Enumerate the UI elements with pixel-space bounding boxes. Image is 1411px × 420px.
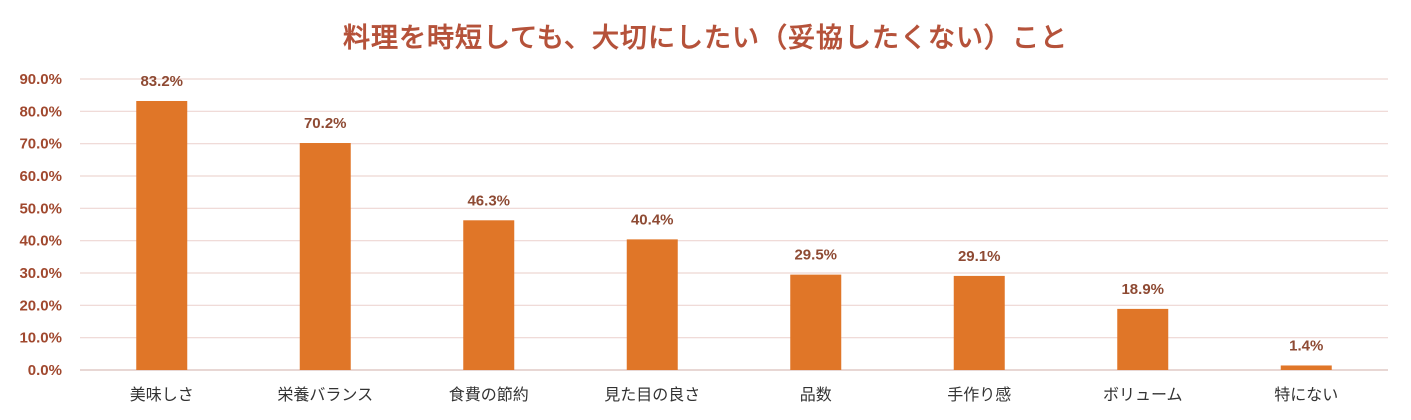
x-tick-label: 特にない xyxy=(1274,385,1338,404)
y-tick-label: 10.0% xyxy=(19,330,62,347)
bar xyxy=(1117,308,1169,370)
data-label: 70.2% xyxy=(304,115,347,132)
y-tick-label: 20.0% xyxy=(19,297,62,314)
x-tick-label: ボリューム xyxy=(1103,385,1183,404)
bar xyxy=(136,100,188,370)
y-tick-label: 40.0% xyxy=(19,233,62,250)
y-tick-label: 60.0% xyxy=(19,168,62,185)
bar xyxy=(626,239,678,370)
y-tick-label: 70.0% xyxy=(19,136,62,153)
x-tick-label: 食費の節約 xyxy=(449,385,529,404)
data-label: 46.3% xyxy=(467,192,510,209)
bar xyxy=(299,143,351,370)
x-tick-label: 品数 xyxy=(800,385,832,404)
y-tick-label: 0.0% xyxy=(28,362,62,379)
bar xyxy=(953,275,1005,370)
chart-title: 料理を時短しても、大切にしたい（妥協したくない）こと xyxy=(342,23,1069,54)
x-tick-label: 手作り感 xyxy=(947,385,1011,404)
data-label: 83.2% xyxy=(140,73,183,90)
data-label: 29.1% xyxy=(958,248,1001,265)
y-tick-label: 30.0% xyxy=(19,265,62,282)
y-tick-label: 80.0% xyxy=(19,103,62,120)
data-label: 40.4% xyxy=(631,211,674,228)
data-label: 29.5% xyxy=(794,247,837,264)
x-tick-label: 美味しさ xyxy=(130,385,194,404)
y-tick-label: 90.0% xyxy=(19,71,62,88)
y-tick-label: 50.0% xyxy=(19,200,62,217)
x-tick-label: 栄養バランス xyxy=(277,385,373,404)
data-label: 18.9% xyxy=(1121,281,1164,298)
data-label: 1.4% xyxy=(1289,337,1323,354)
bar xyxy=(1280,365,1332,370)
bar xyxy=(790,274,842,370)
x-tick-label: 見た目の良さ xyxy=(604,385,700,404)
bar xyxy=(463,220,515,370)
